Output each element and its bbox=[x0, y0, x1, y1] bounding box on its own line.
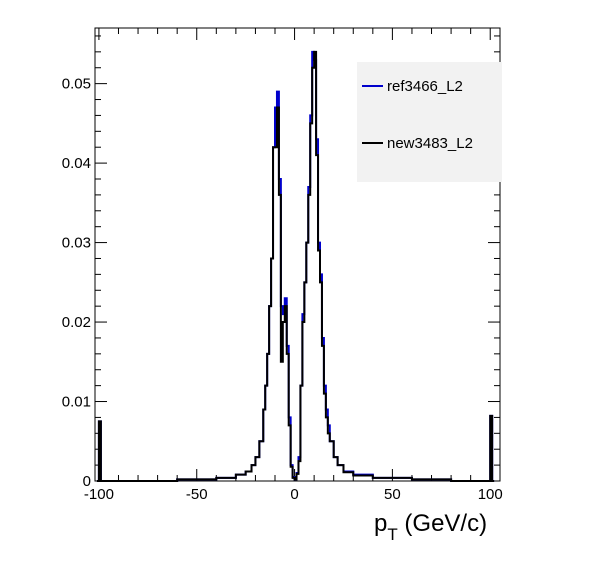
legend-label-ref3466-L2: ref3466_L2 bbox=[387, 78, 463, 95]
series-layer bbox=[96, 50, 495, 482]
y-tick-label: 0.03 bbox=[62, 235, 91, 252]
y-tick-label: 0.01 bbox=[62, 394, 91, 411]
x-axis-title-main: p bbox=[374, 510, 387, 537]
x-axis-title-unit: (GeV/c) bbox=[398, 510, 487, 537]
x-axis-title-subscript: T bbox=[387, 525, 397, 544]
x-axis-title: pT (GeV/c) bbox=[374, 510, 487, 544]
x-tick-label: -100 bbox=[84, 486, 114, 503]
tick-labels: -100 -50 0 50 100 0 0.01 0.02 0.03 0.04 0.05 bbox=[62, 76, 503, 503]
y-tick-label: 0.02 bbox=[62, 314, 91, 331]
series-line-new3483_L2 bbox=[96, 50, 495, 482]
y-tick-label: 0 bbox=[83, 473, 91, 490]
x-tick-label: 0 bbox=[290, 486, 298, 503]
legend-label-new3483-L2: new3483_L2 bbox=[387, 135, 473, 152]
x-tick-label: 50 bbox=[384, 486, 401, 503]
legend-background bbox=[357, 62, 502, 182]
legend: ref3466_L2 new3483_L2 bbox=[357, 62, 502, 182]
y-tick-label: 0.05 bbox=[62, 76, 91, 93]
x-tick-label: 100 bbox=[478, 486, 503, 503]
plot-frame bbox=[94, 27, 501, 482]
y-tick-label: 0.04 bbox=[62, 155, 91, 172]
x-tick-label: -50 bbox=[186, 486, 208, 503]
